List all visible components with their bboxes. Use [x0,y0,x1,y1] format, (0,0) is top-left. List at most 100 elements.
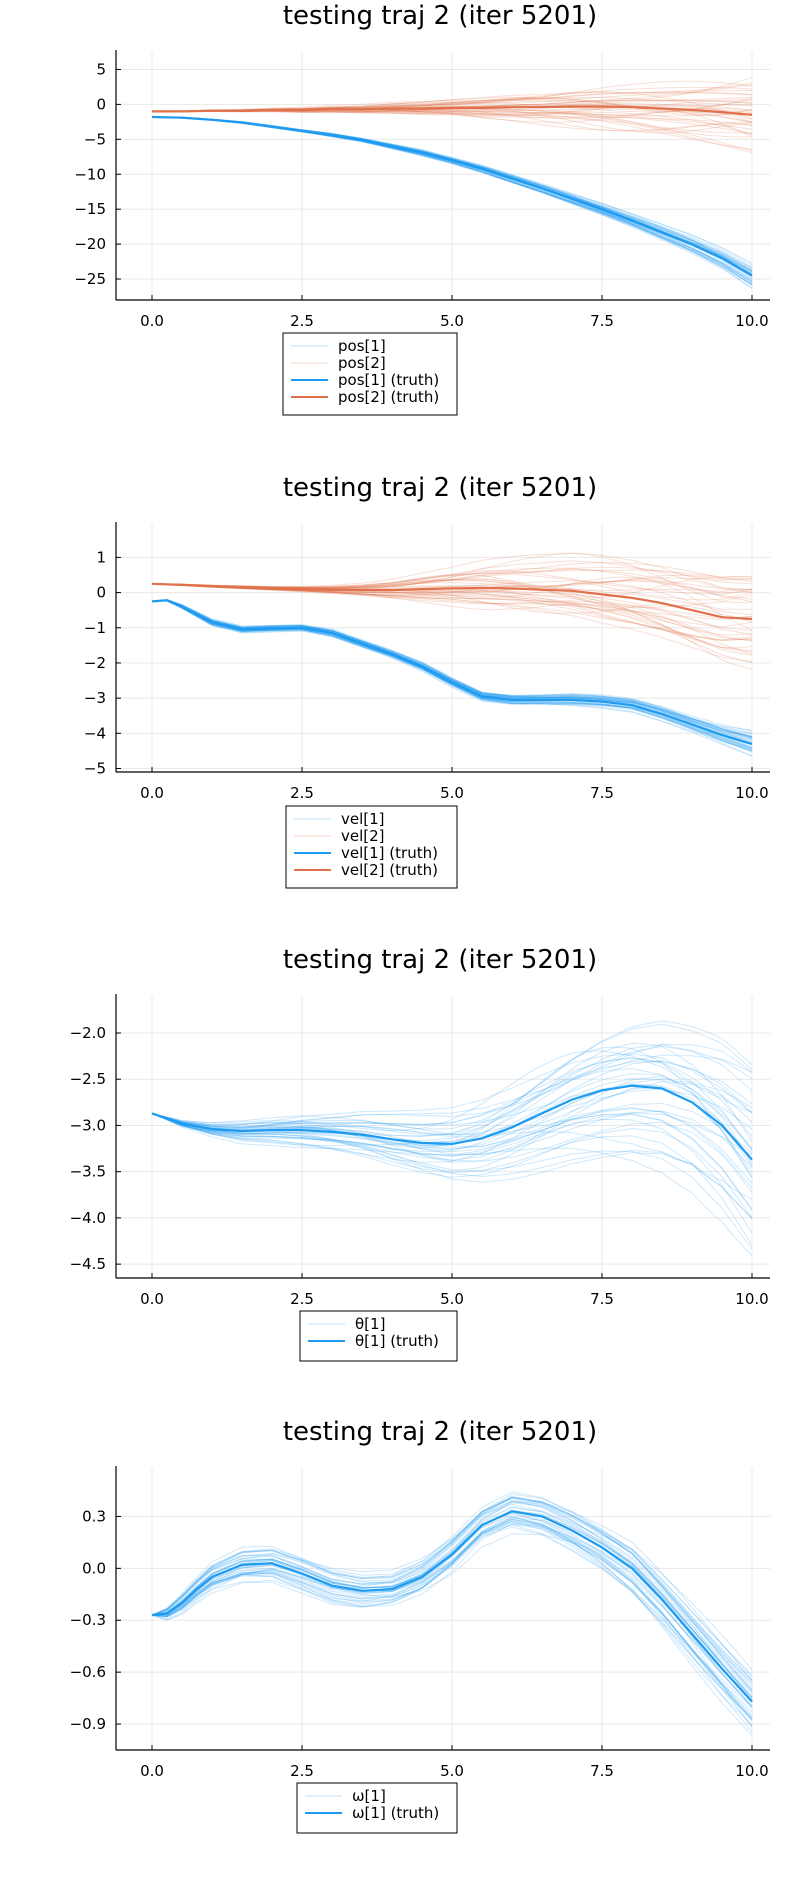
y-tick-label: −2 [84,654,106,672]
y-tick-label: −4.5 [70,1255,106,1273]
ensemble-line [151,1502,753,1693]
chart-panel-1: testing traj 2 (iter 5201) 5 0 −5 −10 −15 −20 −… [74,1,770,416]
ensemble-line [151,600,753,749]
x-tick-label: 7.5 [590,784,614,802]
x-tick-label: 0.0 [140,784,164,802]
ensemble-line [151,600,753,757]
x-tick-label: 10.0 [735,1762,768,1780]
chart-title: testing traj 2 (iter 5201) [283,945,597,975]
chart-title: testing traj 2 (iter 5201) [283,473,597,503]
ensemble-line [151,577,753,588]
ensemble-line [151,599,753,739]
y-tick-label: −5 [84,759,106,777]
x-tick-label: 10.0 [735,312,768,330]
y-tick-label: −2.0 [70,1024,106,1042]
ensemble-line [151,1518,753,1728]
ensemble-line [151,1112,753,1193]
ensemble-line [151,1500,753,1681]
ensemble-line [151,599,753,748]
legend: vel[1]vel[2]vel[1] (truth)vel[2] (truth) [285,805,458,889]
ensemble-line [151,1518,753,1718]
y-tick-label: −5 [84,130,106,148]
ensemble-line [151,1518,753,1722]
ensemble-line [151,1112,753,1210]
ensemble-line [151,600,753,751]
ensemble-line [151,1491,753,1688]
ensemble-line [151,1523,753,1733]
chart-panel-3: testing traj 2 (iter 5201) −2.0 −2.5 −3.0 −3… [70,945,770,1362]
legend-box [296,1782,458,1834]
ensemble-line [151,1112,753,1250]
legend: ω[1]ω[1] (truth) [296,1782,458,1834]
ensemble-line [151,1524,753,1712]
legend-label: ω[1] (truth) [352,1804,439,1822]
ensemble-line [151,1057,753,1152]
ensemble-line [151,1496,753,1678]
ensemble-line [151,1493,753,1685]
x-tick-label: 0.0 [140,1290,164,1308]
ensemble-line [151,583,753,653]
ensemble-line [151,1501,753,1702]
truth-line [152,105,753,116]
legend: pos[1]pos[2]pos[1] (truth)pos[2] (truth) [282,332,458,416]
legend-label: pos[1] [338,337,386,355]
ensemble-line [151,600,753,757]
ensemble-line [151,598,753,739]
x-tick-label: 5.0 [440,784,464,802]
ensemble-line [151,599,753,736]
y-tick-label: −15 [74,200,106,218]
y-tick-label: −20 [74,235,106,253]
series-2 [151,77,753,153]
y-tick-label: −4.0 [70,1209,106,1227]
ensemble-line [151,1496,753,1708]
ensemble-line [151,1112,753,1256]
chart-title: testing traj 2 (iter 5201) [283,1417,597,1447]
legend-label: θ[1] [355,1315,385,1333]
truth-line [151,1084,753,1161]
ensemble-line [151,77,753,112]
ensemble-line [151,1054,753,1128]
ensemble-line [151,1023,753,1137]
legend-box [299,1310,458,1362]
y-tick-label: −25 [74,270,106,288]
series-1 [151,115,753,290]
ensemble-line [151,599,753,738]
ensemble-line [151,1500,753,1682]
series-1 [151,1491,753,1736]
ensemble-line [152,552,753,604]
y-tick-label: −0.6 [70,1663,106,1681]
truth-line [151,115,753,277]
x-tick-label: 5.0 [440,312,464,330]
y-tick-label: −2.5 [70,1070,106,1088]
x-tick-label: 0.0 [140,1762,164,1780]
ensemble-line [151,1497,753,1676]
legend-label: vel[2] [341,827,385,845]
ensemble-line [151,1110,753,1168]
ensemble-line [151,599,753,734]
ensemble-line [151,1526,753,1719]
y-tick-label: −0.3 [70,1611,106,1629]
ensemble-line [151,600,753,749]
legend-label: θ[1] (truth) [355,1332,439,1350]
ensemble-line [151,1515,753,1709]
ensemble-line [151,1496,753,1681]
series-2 [151,552,753,670]
ensemble-line [151,1107,753,1189]
series-1 [151,598,753,757]
ensemble-line [151,599,753,738]
ensemble-line [151,1112,753,1200]
ensemble-line [151,600,753,751]
y-tick-label: −4 [84,724,106,742]
ensemble-line [151,1112,753,1246]
x-tick-label: 7.5 [590,1762,614,1780]
y-tick-label: 1 [96,548,106,566]
ensemble-line [151,1068,753,1168]
legend-label: ω[1] [352,1787,386,1805]
ensemble-line [151,1050,753,1132]
ensemble-line [151,600,753,753]
ensemble-line [151,1057,753,1138]
y-tick-label: 0 [96,95,106,113]
x-tick-label: 5.0 [440,1290,464,1308]
ensemble-line [151,1112,753,1156]
